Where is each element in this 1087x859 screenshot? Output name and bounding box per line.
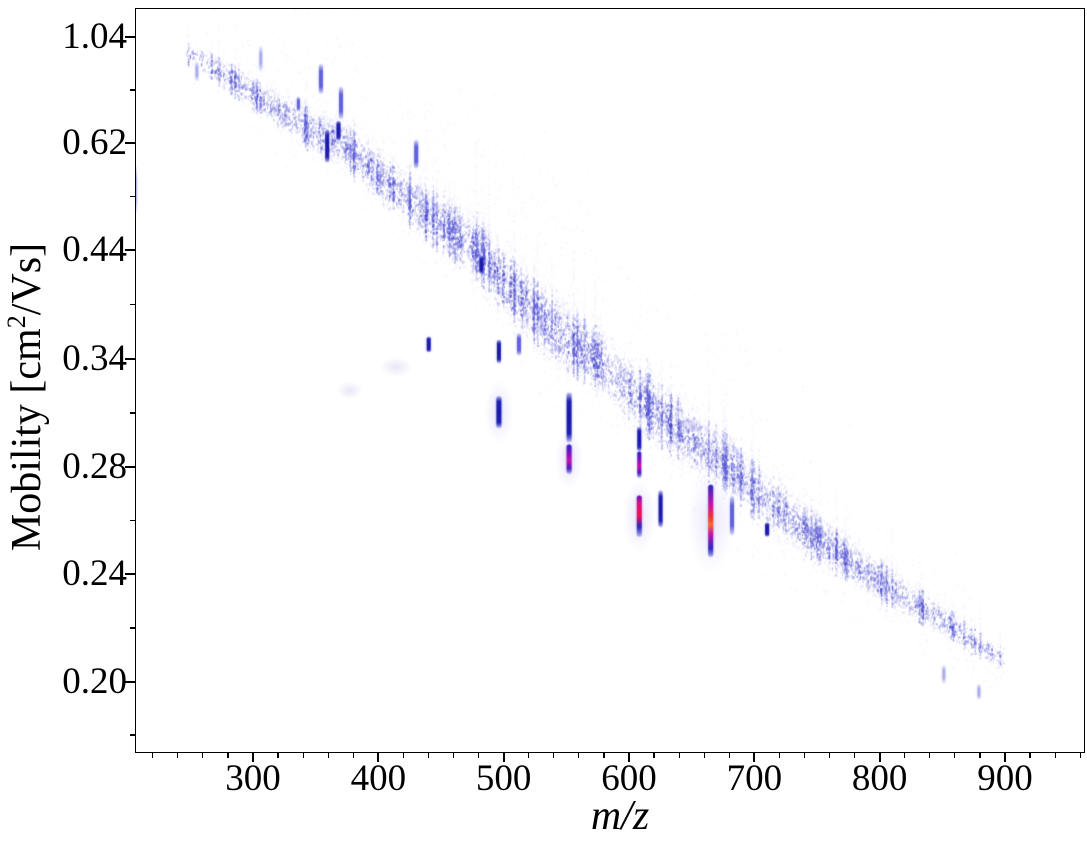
- y-tick-label: 0.44: [62, 228, 127, 270]
- heatmap-canvas: [136, 9, 1082, 750]
- y-major-tick: [125, 681, 135, 683]
- x-tick-label: 400: [350, 758, 407, 799]
- y-major-tick: [125, 573, 135, 575]
- y-major-tick: [125, 36, 135, 38]
- x-major-tick: [627, 752, 630, 762]
- x-tick-label: 700: [726, 758, 783, 799]
- y-axis-title-sup: 2: [2, 315, 31, 329]
- x-tick-label: 600: [601, 758, 657, 799]
- y-axis-title-pre: Mobility [cm: [4, 328, 50, 552]
- plot-area: [135, 8, 1085, 753]
- x-tick-label: 500: [475, 758, 532, 799]
- x-tick-label: 900: [977, 758, 1033, 799]
- y-major-tick: [125, 358, 135, 360]
- x-tick-label: 300: [225, 758, 281, 799]
- x-axis-title: m/z: [591, 795, 649, 837]
- y-major-tick: [125, 249, 135, 251]
- x-major-tick: [878, 752, 881, 762]
- x-major-tick: [252, 752, 254, 762]
- y-tick-label: 0.34: [62, 337, 127, 379]
- x-axis-title-text: m/z: [590, 793, 650, 839]
- y-major-tick: [125, 142, 135, 144]
- y-tick-label: 1.04: [62, 15, 127, 57]
- x-major-tick: [502, 752, 505, 762]
- y-axis-title-post: /Vs]: [4, 242, 50, 316]
- y-tick-label: 0.62: [62, 121, 127, 163]
- y-tick-label: 0.28: [62, 445, 127, 487]
- x-major-tick: [1003, 752, 1006, 762]
- y-axis-title: Mobility [cm2/Vs]: [2, 242, 50, 552]
- y-tick-label: 0.24: [62, 552, 127, 594]
- y-tick-label: 0.20: [62, 660, 127, 702]
- x-tick-label: 800: [851, 758, 908, 799]
- x-major-tick: [753, 752, 756, 762]
- x-major-tick: [377, 752, 380, 762]
- y-major-tick: [125, 466, 135, 468]
